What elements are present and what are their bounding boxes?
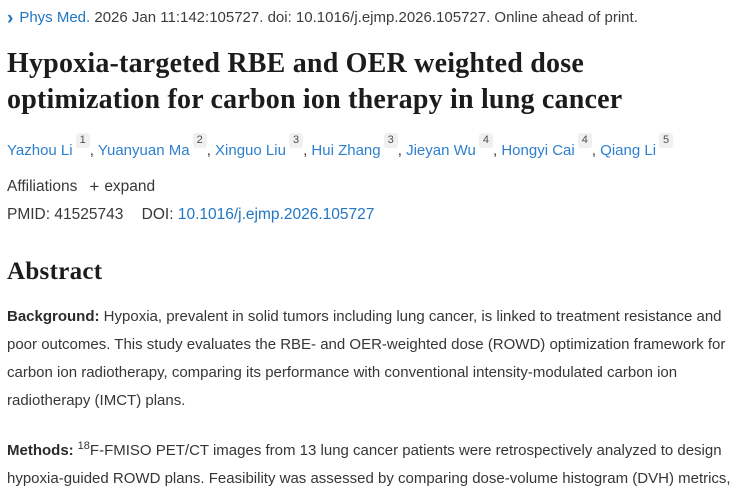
author-affiliation-sup[interactable]: 5 [659, 133, 674, 148]
affiliations-label: Affiliations [7, 178, 78, 195]
article-title: Hypoxia-targeted RBE and OER weighted do… [7, 48, 623, 115]
author-separator: , [397, 142, 407, 159]
ahead-of-print-text: Online ahead of print. [490, 9, 638, 26]
pmid-label: PMID: [7, 206, 51, 223]
author-link[interactable]: Yuanyuan Ma [97, 142, 190, 159]
author-affiliation-sup[interactable]: 4 [577, 133, 592, 148]
background-label: Background: [7, 308, 100, 325]
methods-text-1: F-FMISO PET/CT images from 13 lung cance… [7, 442, 731, 500]
author-affiliation-sup[interactable]: 2 [192, 133, 207, 148]
background-text: Hypoxia, prevalent in solid tumors inclu… [7, 308, 726, 409]
author-separator: , [591, 142, 601, 159]
identifiers-row: PMID: 41525743 DOI: 10.1016/j.ejmp.2026.… [7, 206, 740, 224]
author-separator: , [206, 142, 216, 159]
journal-citation-bar: › Phys Med. 2026 Jan 11:142:105727. doi: … [7, 8, 740, 29]
author-affiliation-sup[interactable]: 3 [288, 133, 304, 148]
author-affiliation-sup[interactable]: 1 [75, 133, 90, 148]
author-list: Yazhou Li1, Yuanyuan Ma2, Xinguo Liu3, H… [7, 133, 740, 162]
abstract-heading: Abstract [7, 258, 103, 285]
doi-link[interactable]: 10.1016/j.ejmp.2026.105727 [177, 206, 375, 223]
author-affiliation-sup[interactable]: 4 [478, 133, 493, 148]
doi-group: DOI: 10.1016/j.ejmp.2026.105727 [142, 206, 375, 223]
author-link[interactable]: Hui Zhang [311, 142, 381, 159]
author-link[interactable]: Yazhou Li [7, 142, 73, 159]
author-link[interactable]: Hongyi Cai [501, 142, 575, 159]
author-item: Xinguo Liu3, [215, 133, 312, 159]
chevron-right-icon[interactable]: › [7, 8, 14, 29]
author-item: Hongyi Cai4, [501, 133, 601, 159]
author-item: Yazhou Li1, [7, 133, 98, 159]
affiliations-expand-button[interactable]: + expand [89, 177, 155, 197]
methods-label: Methods: [7, 442, 74, 459]
author-item: Hui Zhang3, [311, 133, 407, 159]
doi-label: DOI: [141, 206, 174, 223]
author-separator: , [303, 142, 312, 159]
pmid-value: 41525743 [54, 206, 124, 223]
author-item: Jieyan Wu4, [406, 133, 502, 159]
methods-text-2: ), tumor control probability (TCP), and … [7, 498, 730, 500]
author-item: Qiang Li5 [600, 133, 674, 159]
journal-link[interactable]: Phys Med. [19, 9, 91, 26]
plus-icon: + [89, 177, 100, 196]
author-separator: , [492, 142, 502, 159]
author-item: Yuanyuan Ma2, [97, 133, 216, 159]
affiliations-row: Affiliations + expand [7, 177, 740, 197]
abstract-methods-paragraph: Methods: 18F-FMISO PET/CT images from 13 … [7, 432, 740, 500]
author-separator: , [89, 142, 98, 159]
author-affiliation-sup[interactable]: 3 [383, 133, 398, 148]
abstract-background-paragraph: Background: Hypoxia, prevalent in solid … [7, 303, 740, 415]
expand-label: expand [104, 178, 156, 195]
author-link[interactable]: Jieyan Wu [406, 142, 476, 159]
isotope-superscript: 18 [77, 440, 90, 452]
citation-text: 2026 Jan 11:142:105727. doi: 10.1016/j.e… [90, 9, 491, 26]
author-link[interactable]: Qiang Li [600, 142, 657, 159]
author-link[interactable]: Xinguo Liu [215, 142, 286, 159]
